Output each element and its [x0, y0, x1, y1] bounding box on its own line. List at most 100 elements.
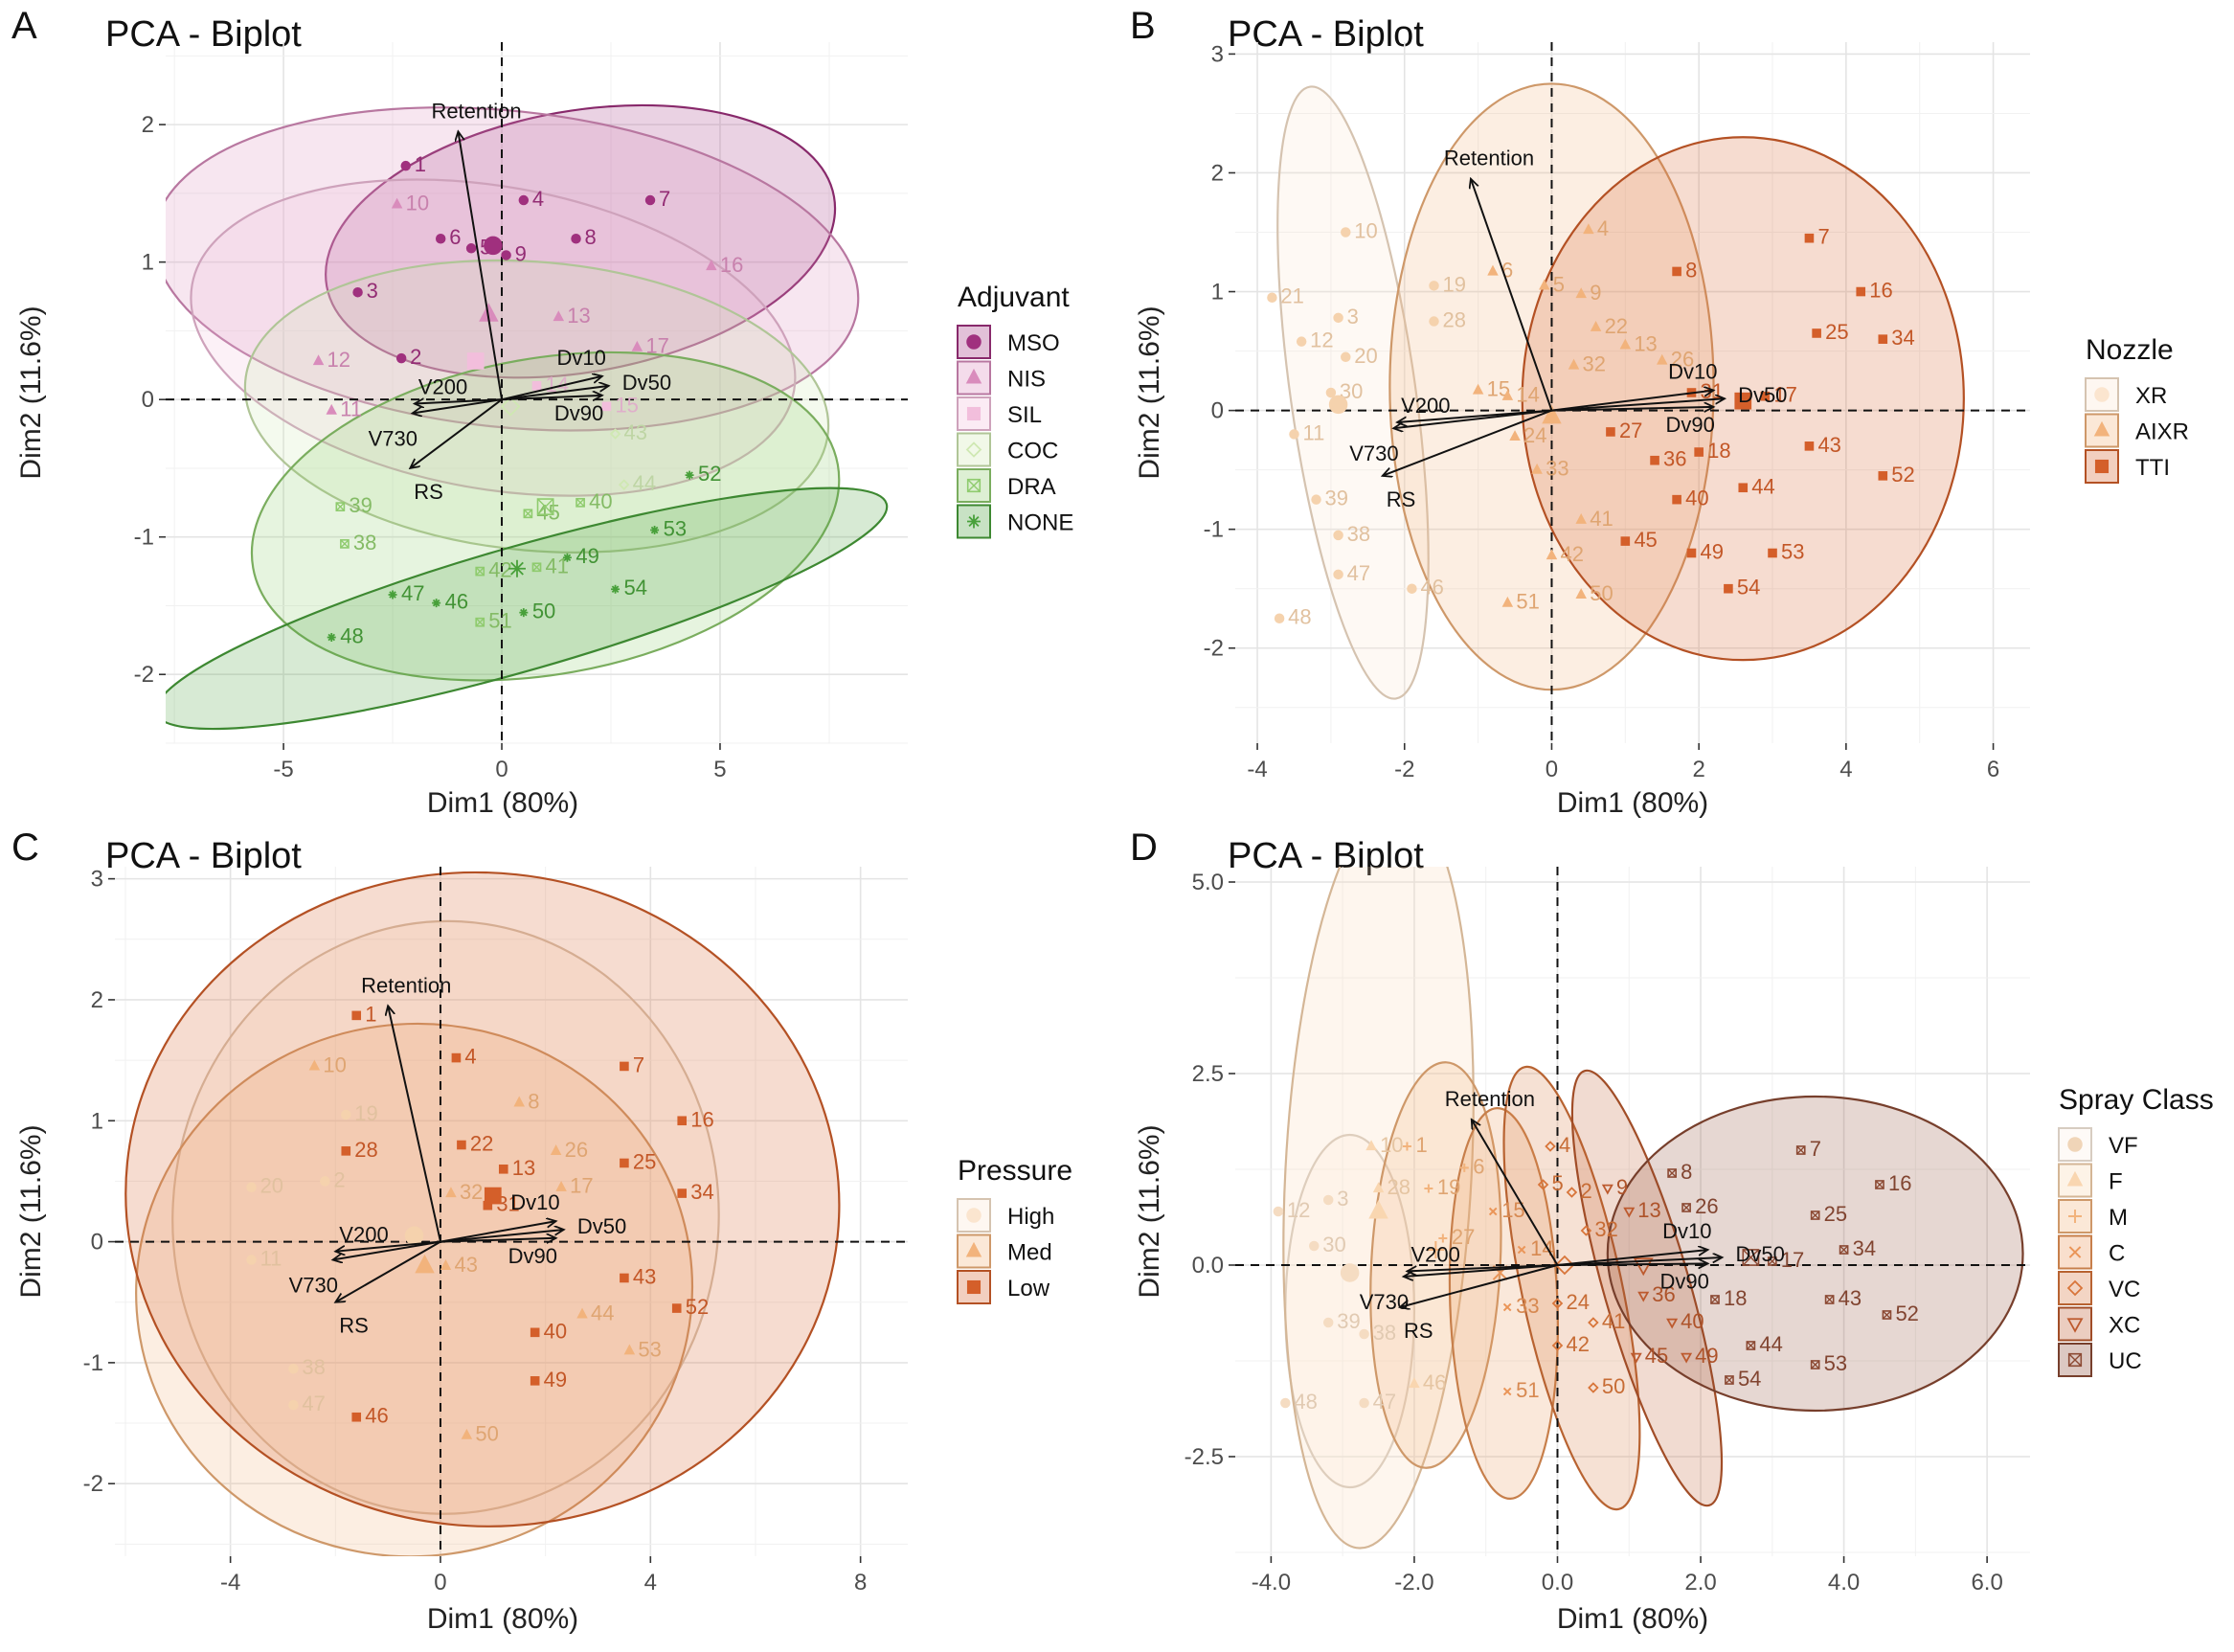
variable-label: Dv90 — [1666, 413, 1715, 437]
x-axis-title: Dim1 (80%) — [1557, 1603, 1708, 1635]
ellipse-xr — [1276, 85, 1430, 700]
group-centroid — [484, 236, 503, 256]
variable-label: RS — [1387, 487, 1416, 511]
data-point — [1501, 596, 1514, 607]
arrow-retention — [1471, 179, 1553, 411]
variable-label: V200 — [1410, 1242, 1459, 1266]
data-point — [1546, 549, 1558, 560]
point-label: 2 — [1580, 1179, 1591, 1203]
panel-letter: D — [1130, 826, 1158, 869]
data-point — [706, 260, 717, 271]
legend-title: Pressure — [958, 1155, 1072, 1187]
point-label: 26 — [1695, 1194, 1718, 1218]
point-label: 15 — [1501, 1198, 1524, 1222]
arrow-retention — [1472, 1120, 1559, 1266]
y-tick-label: -1 — [134, 525, 154, 551]
y-tick-label: -1 — [83, 1350, 103, 1376]
variable-label: Dv50 — [1735, 1242, 1784, 1266]
point-label: 6 — [449, 225, 461, 249]
data-point — [685, 470, 694, 480]
arrow-dv90 — [1557, 1263, 1707, 1265]
x-axis-title: Dim1 (80%) — [427, 1603, 578, 1635]
point-label: 54 — [1737, 576, 1760, 600]
data-point — [531, 381, 542, 391]
point-label: 50 — [475, 1422, 498, 1446]
variable-label: V200 — [339, 1223, 388, 1247]
point-label: 2 — [333, 1167, 345, 1191]
ellipse-high — [171, 919, 720, 1515]
legend-label: F — [2109, 1169, 2123, 1195]
point-label: 3 — [1347, 305, 1359, 328]
y-tick-label: -1 — [1204, 517, 1224, 543]
point-label: 38 — [1373, 1321, 1396, 1345]
data-point — [611, 584, 621, 594]
data-point — [288, 1363, 299, 1374]
point-label: 50 — [1590, 581, 1613, 605]
data-point — [1501, 389, 1514, 400]
data-point — [395, 352, 407, 364]
point-label: 13 — [1637, 1198, 1660, 1222]
legend-label: TTI — [2135, 455, 2170, 481]
legend-title: Spray Class — [2059, 1084, 2214, 1116]
point-label: 45 — [1645, 1344, 1668, 1368]
variable-label: Retention — [1444, 147, 1534, 170]
y-tick-label: 1 — [91, 1108, 103, 1134]
variable-label: Dv90 — [1660, 1269, 1709, 1293]
data-point — [440, 1259, 452, 1270]
legend-label: AIXR — [2135, 419, 2189, 445]
data-point — [1551, 1298, 1564, 1309]
data-point — [475, 617, 485, 627]
point-label: 39 — [349, 493, 372, 517]
ellipse-vc — [1502, 1065, 1641, 1511]
arrow-dv50 — [501, 386, 609, 401]
arrow-rs — [1383, 409, 1552, 476]
point-label: 51 — [1516, 590, 1539, 614]
point-label: 47 — [1373, 1390, 1396, 1414]
panel-title: PCA - Biplot — [105, 14, 302, 55]
data-point — [1656, 353, 1668, 365]
legend-item-coc: COC — [957, 432, 1058, 467]
data-point — [475, 566, 485, 577]
point-label: 39 — [1337, 1309, 1360, 1333]
point-label: 24 — [1566, 1290, 1589, 1314]
point-label: 50 — [532, 600, 555, 623]
data-point — [388, 590, 397, 600]
arrow-v200 — [335, 1240, 441, 1252]
x-tick-label: 4 — [644, 1570, 657, 1595]
point-label: 3 — [1337, 1187, 1348, 1211]
data-point — [1341, 351, 1351, 363]
data-point — [457, 1140, 466, 1150]
data-point — [1667, 1168, 1677, 1178]
ellipse-uc — [1606, 1095, 2024, 1413]
point-label: 40 — [589, 489, 612, 513]
point-label: 10 — [406, 191, 429, 215]
panel-title: PCA - Biplot — [1228, 14, 1424, 55]
data-point — [623, 1344, 636, 1355]
legend-key-icon — [2094, 387, 2110, 402]
data-point — [1575, 588, 1587, 600]
point-label: 21 — [1280, 284, 1303, 308]
point-label: 8 — [1681, 1160, 1692, 1184]
legend-label: VC — [2109, 1277, 2140, 1302]
point-label: 46 — [365, 1404, 388, 1428]
data-point — [1459, 1163, 1469, 1172]
point-label: 10 — [323, 1052, 346, 1076]
data-point — [351, 1010, 362, 1021]
gridlines — [115, 867, 908, 1556]
point-label: 10 — [1354, 219, 1377, 243]
point-label: 51 — [1516, 1378, 1539, 1402]
point-label: 3 — [367, 279, 378, 303]
legend-label: Low — [1007, 1276, 1050, 1301]
legend: Nozzle XR AIXR TTI — [2085, 334, 2189, 484]
point-label: 36 — [1652, 1282, 1675, 1306]
legend-item-nis: NIS — [957, 360, 1046, 396]
point-label: 19 — [1437, 1175, 1460, 1199]
point-label: 54 — [1738, 1367, 1761, 1391]
gridlines — [1235, 42, 2030, 743]
